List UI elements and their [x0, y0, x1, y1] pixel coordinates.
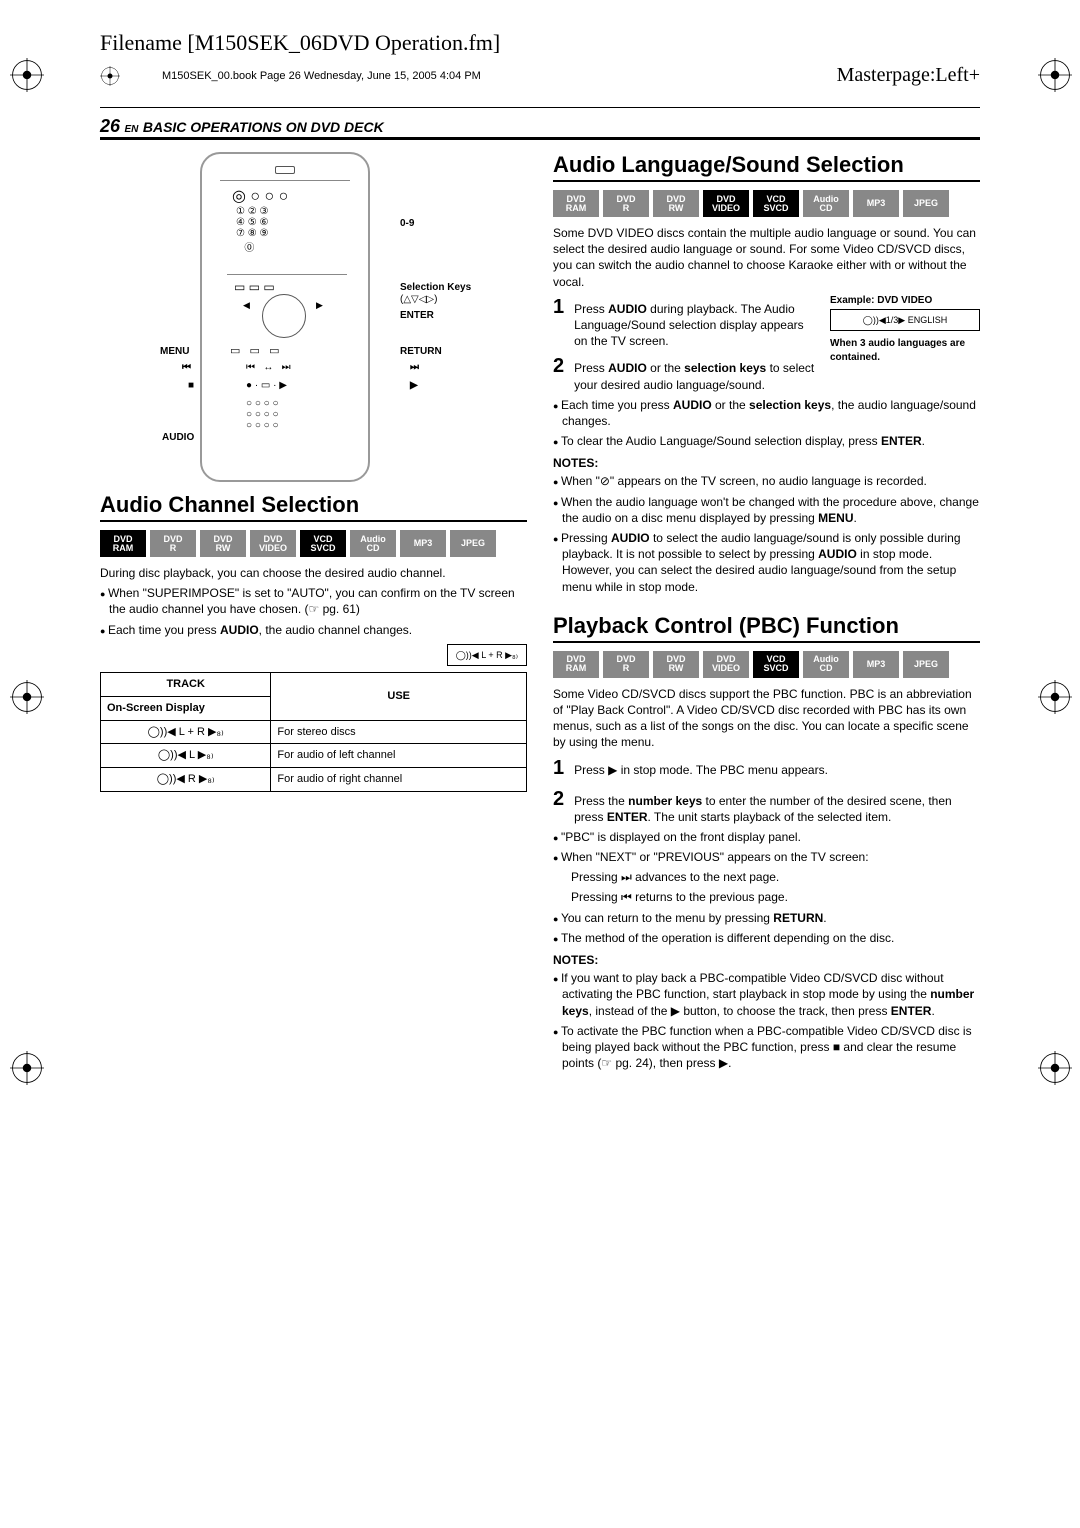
- heading-pbc: Playback Control (PBC) Function: [553, 613, 980, 643]
- remote-label-stop: ■: [188, 380, 194, 391]
- filename-header: Filename [M150SEK_06DVD Operation.fm]: [60, 30, 1020, 64]
- al-note2: When the audio language won't be changed…: [553, 494, 980, 526]
- format-badge: DVDVIDEO: [703, 190, 749, 217]
- ac-bullet2: Each time you press AUDIO, the audio cha…: [100, 622, 527, 638]
- pbc-notes-h: NOTES:: [553, 952, 980, 968]
- format-badge: DVDR: [603, 190, 649, 217]
- pbc-b4: The method of the operation is different…: [553, 930, 980, 946]
- remote-label-dirs: (△▽◁▷): [400, 294, 437, 305]
- format-badge: VCDSVCD: [753, 190, 799, 217]
- al-bullet2: To clear the Audio Language/Sound select…: [553, 433, 980, 449]
- header-bar: M150SEK_00.book Page 26 Wednesday, June …: [60, 64, 1020, 107]
- pbc-step1: 1Press ▶ in stop mode. The PBC menu appe…: [553, 755, 980, 782]
- crop-mark-mr: [1038, 680, 1072, 714]
- book-icon: [100, 66, 120, 86]
- al-step2: 2Press AUDIO or the selection keys to se…: [553, 353, 816, 392]
- format-badge: DVDR: [603, 651, 649, 678]
- al-intro: Some DVD VIDEO discs contain the multipl…: [553, 225, 980, 290]
- right-column: Audio Language/Sound Selection DVDRAMDVD…: [553, 152, 980, 1075]
- format-badge: DVDVIDEO: [703, 651, 749, 678]
- format-badge: JPEG: [450, 530, 496, 557]
- table-row: ◯))◀ L + R ▶₈₎For stereo discs: [101, 720, 527, 744]
- remote-label-sel: Selection Keys: [400, 282, 471, 293]
- crop-mark-br: [1038, 1051, 1072, 1085]
- format-badge: DVDRAM: [100, 530, 146, 557]
- pbc-b2: When "NEXT" or "PREVIOUS" appears on the…: [553, 849, 980, 865]
- remote-label-menu: MENU: [160, 346, 189, 357]
- format-badge: MP3: [853, 190, 899, 217]
- format-badges-pbc: DVDRAMDVDRDVDRWDVDVIDEOVCDSVCDAudioCDMP3…: [553, 651, 980, 678]
- al-note1: When "⊘" appears on the TV screen, no au…: [553, 473, 980, 489]
- masterpage-label: Masterpage:Left+: [837, 64, 980, 87]
- format-badge: DVDR: [150, 530, 196, 557]
- format-badge: MP3: [400, 530, 446, 557]
- pbc-step2: 2Press the number keys to enter the numb…: [553, 786, 980, 825]
- al-note3: Pressing AUDIO to select the audio langu…: [553, 530, 980, 595]
- ac-bullet1: When "SUPERIMPOSE" is set to "AUTO", you…: [100, 585, 527, 617]
- al-bullet1: Each time you press AUDIO or the selecti…: [553, 397, 980, 429]
- format-badge: AudioCD: [803, 190, 849, 217]
- format-badge: DVDRW: [653, 651, 699, 678]
- pbc-b1: "PBC" is displayed on the front display …: [553, 829, 980, 845]
- pbc-n1: If you want to play back a PBC-compatibl…: [553, 970, 980, 1019]
- format-badge: VCDSVCD: [753, 651, 799, 678]
- page-number: 26: [100, 116, 120, 136]
- format-badge: DVDRW: [200, 530, 246, 557]
- remote-label-prev: ⏮: [182, 362, 191, 373]
- format-badge: MP3: [853, 651, 899, 678]
- format-badge: VCDSVCD: [300, 530, 346, 557]
- lang-en: EN: [124, 124, 138, 135]
- remote-label-next: ⏭: [410, 362, 419, 373]
- ac-osd-sample: ◯))◀ L + R ▶₈₎: [447, 644, 527, 666]
- al-example-box: ◯))◀1/3▶ ENGLISH: [830, 309, 980, 331]
- table-row: ◯))◀ L ▶₈₎For audio of left channel: [101, 744, 527, 768]
- heading-audio-lang: Audio Language/Sound Selection: [553, 152, 980, 182]
- al-step1: 1Press AUDIO during playback. The Audio …: [553, 294, 816, 350]
- pbc-n2: To activate the PBC function when a PBC-…: [553, 1023, 980, 1072]
- ac-intro: During disc playback, you can choose the…: [100, 565, 527, 581]
- al-example-label: Example: DVD VIDEO: [830, 294, 980, 308]
- channel-table: TRACK USE On-Screen Display ◯))◀ L + R ▶…: [100, 672, 527, 792]
- format-badge: AudioCD: [803, 651, 849, 678]
- pbc-b2a: Pressing ⏭ advances to the next page.: [553, 869, 980, 885]
- section-header: BASIC OPERATIONS ON DVD DECK: [143, 119, 384, 135]
- remote-diagram: ◎ ○ ○ ○ ① ② ③④ ⑤ ⑥⑦ ⑧ ⑨ ⓪ ▭ ▭ ▭ ◀ ▶ ▭ ▭ …: [200, 152, 370, 482]
- format-badge: JPEG: [903, 651, 949, 678]
- pbc-b2b: Pressing ⏮ returns to the previous page.: [553, 889, 980, 905]
- pbc-intro: Some Video CD/SVCD discs support the PBC…: [553, 686, 980, 751]
- format-badges-audio-channel: DVDRAMDVDRDVDRWDVDVIDEOVCDSVCDAudioCDMP3…: [100, 530, 527, 557]
- remote-label-enter: ENTER: [400, 310, 434, 321]
- format-badge: DVDRAM: [553, 190, 599, 217]
- table-row: ◯))◀ R ▶₈₎For audio of right channel: [101, 768, 527, 792]
- format-badge: DVDVIDEO: [250, 530, 296, 557]
- heading-audio-channel: Audio Channel Selection: [100, 492, 527, 522]
- remote-label-play: ▶: [410, 380, 418, 391]
- crop-mark-bl: [10, 1051, 44, 1085]
- format-badge: JPEG: [903, 190, 949, 217]
- format-badge: AudioCD: [350, 530, 396, 557]
- al-example-note: When 3 audio languages are contained.: [830, 337, 980, 364]
- remote-label-audio: AUDIO: [162, 432, 194, 443]
- pbc-b3: You can return to the menu by pressing R…: [553, 910, 980, 926]
- al-notes-h: NOTES:: [553, 455, 980, 471]
- format-badge: DVDRAM: [553, 651, 599, 678]
- remote-label-return: RETURN: [400, 346, 442, 357]
- crop-mark-ml: [10, 680, 44, 714]
- format-badge: DVDRW: [653, 190, 699, 217]
- crop-mark-tr: [1038, 58, 1072, 92]
- manual-page: Filename [M150SEK_06DVD Operation.fm] M1…: [0, 0, 1080, 1115]
- remote-label-num: 0-9: [400, 218, 414, 229]
- left-column: ◎ ○ ○ ○ ① ② ③④ ⑤ ⑥⑦ ⑧ ⑨ ⓪ ▭ ▭ ▭ ◀ ▶ ▭ ▭ …: [100, 152, 527, 1075]
- crop-mark-tl: [10, 58, 44, 92]
- format-badges-audio-lang: DVDRAMDVDRDVDRWDVDVIDEOVCDSVCDAudioCDMP3…: [553, 190, 980, 217]
- book-info: M150SEK_00.book Page 26 Wednesday, June …: [162, 70, 481, 82]
